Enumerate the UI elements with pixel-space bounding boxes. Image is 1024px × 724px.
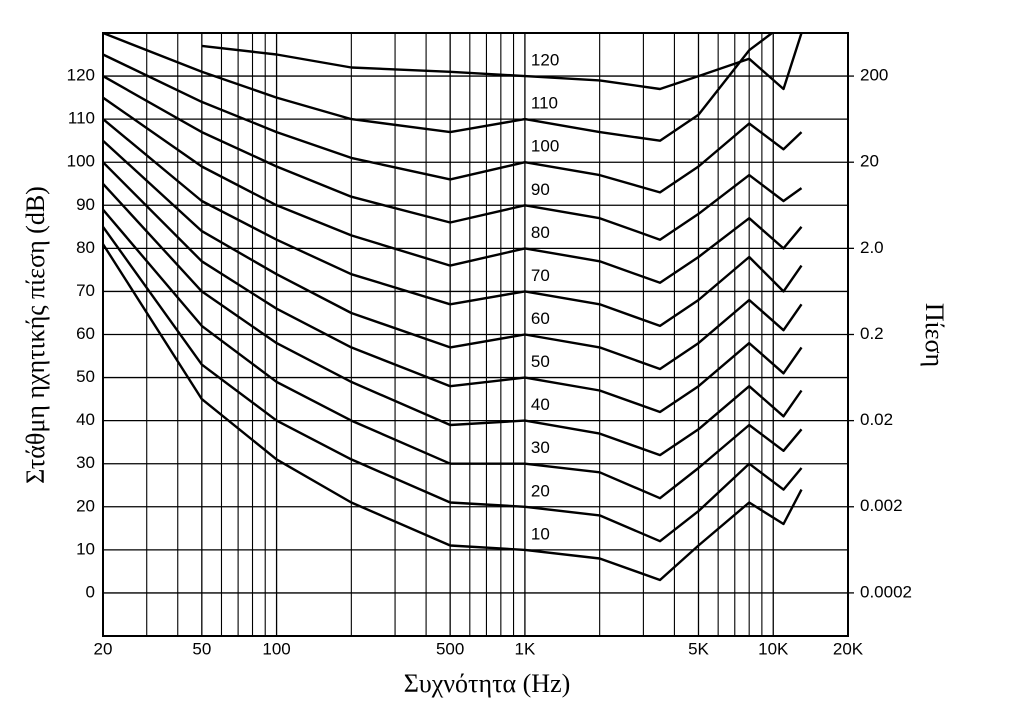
y2-tick-label: 20	[860, 152, 879, 171]
loudness-contour	[103, 161, 803, 414]
y2-tick-label: 200	[860, 66, 888, 85]
y-tick-label: 120	[67, 66, 95, 85]
contour-label: 80	[531, 223, 550, 242]
y-tick-label: 40	[76, 410, 95, 429]
contour-label: 30	[531, 438, 550, 457]
y-tick-label: 90	[76, 195, 95, 214]
x-axis-title: Συχνότητα (Hz)	[404, 669, 571, 698]
y-tick-label: 110	[68, 109, 95, 128]
y-tick-label: 30	[76, 453, 95, 472]
contour-label: 90	[531, 180, 550, 199]
loudness-contour	[103, 33, 775, 142]
loudness-contour	[103, 226, 803, 543]
y-tick-label: 10	[76, 539, 95, 558]
contour-label: 120	[531, 51, 559, 70]
contour-label: 100	[531, 137, 559, 156]
loudness-contour	[103, 118, 803, 328]
contour-label: 40	[531, 395, 550, 414]
y2-tick-label: 0.2	[860, 324, 884, 343]
y-tick-label: 20	[76, 496, 95, 515]
loudness-contour	[103, 208, 803, 500]
x-tick-label: 5K	[688, 639, 709, 658]
y-tick-label: 0	[86, 582, 95, 601]
contour-label: 60	[531, 309, 550, 328]
y-tick-label: 60	[76, 324, 95, 343]
y-tick-label: 80	[76, 238, 95, 257]
x-tick-label: 20K	[833, 639, 864, 658]
x-tick-label: 100	[262, 639, 290, 658]
x-tick-label: 20	[94, 639, 113, 658]
loudness-contour	[103, 53, 803, 194]
y2-tick-label: 0.002	[860, 496, 903, 515]
loudness-contour	[103, 139, 803, 371]
y2-tick-label: 0.02	[860, 410, 893, 429]
loudness-contour	[103, 243, 803, 582]
x-tick-label: 500	[436, 639, 464, 658]
y-tick-label: 50	[76, 367, 95, 386]
x-tick-label: 50	[192, 639, 211, 658]
contour-label: 10	[531, 524, 550, 543]
x-tick-label: 1K	[515, 639, 536, 658]
y2-axis-title: Πίεση	[920, 303, 949, 367]
loudness-contour	[103, 96, 803, 284]
contour-label: 20	[531, 481, 550, 500]
loudness-contour	[201, 33, 803, 91]
y-tick-label: 70	[76, 281, 95, 300]
loudness-contour	[103, 75, 803, 241]
contour-label: 70	[531, 266, 550, 285]
y2-tick-label: 0.0002	[860, 582, 912, 601]
contour-label: 50	[531, 352, 550, 371]
loudness-contour	[103, 182, 803, 457]
y-axis-title: Στάθμη ηχητικής πίεση (dB)	[21, 186, 50, 484]
y2-tick-label: 2.0	[860, 238, 884, 257]
y-tick-label: 100	[67, 152, 95, 171]
x-tick-label: 10K	[758, 639, 789, 658]
contour-label: 110	[531, 94, 558, 113]
